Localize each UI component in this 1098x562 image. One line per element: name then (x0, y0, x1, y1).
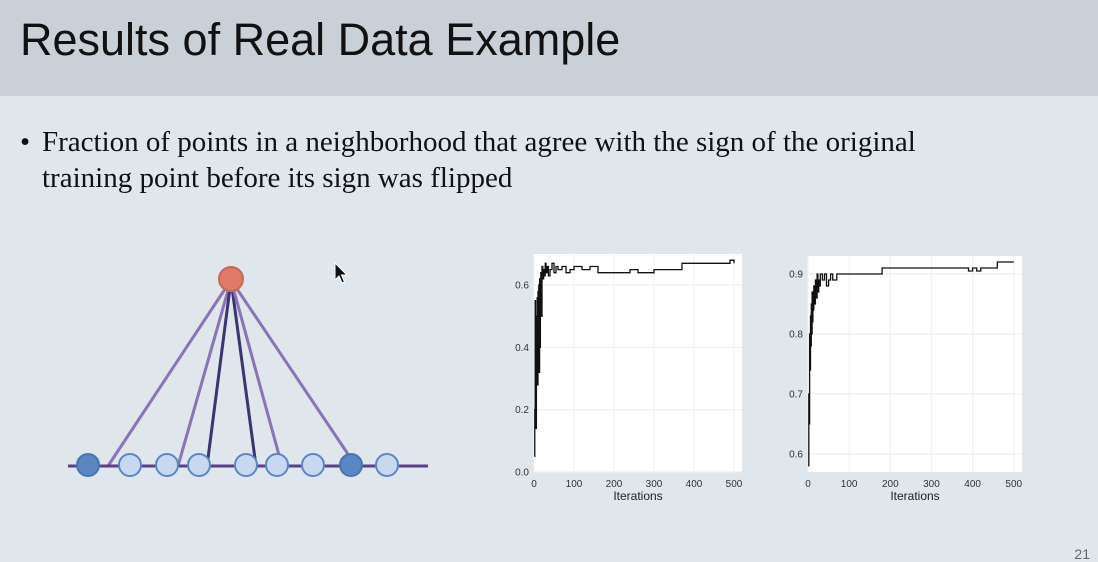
light-node (187, 453, 211, 477)
x-axis-title: Iterations (613, 489, 662, 503)
slide-title: Results of Real Data Example (20, 14, 621, 65)
y-tick-label: 0.6 (515, 281, 529, 292)
light-node (118, 453, 142, 477)
title-band (0, 0, 1098, 96)
x-tick-label: 200 (606, 479, 623, 490)
x-axis-title: Iterations (890, 489, 939, 503)
connector-line (205, 279, 233, 467)
x-tick-label: 0 (805, 479, 811, 490)
light-node (265, 453, 289, 477)
x-tick-label: 500 (726, 479, 743, 490)
line-chart-2: 0.6 0.7 0.8 0.9 0 100 200 300 400 500 Iterations (789, 256, 1023, 503)
y-tick-label: 0.2 (515, 405, 529, 416)
training-point-node (218, 266, 244, 292)
x-tick-label: 200 (882, 479, 899, 490)
y-tick-label: 0.9 (789, 270, 803, 281)
x-tick-label: 100 (841, 479, 858, 490)
series-line (808, 261, 1014, 467)
light-node (375, 453, 399, 477)
y-tick-label: 0.7 (789, 390, 803, 401)
x-tick-label: 100 (566, 479, 583, 490)
dark-node (76, 453, 100, 477)
plot-panel (808, 256, 1022, 472)
light-node (155, 453, 179, 477)
connector-line (229, 279, 358, 467)
neighbor-points (76, 453, 399, 477)
dark-node (339, 453, 363, 477)
bullet-line-2: training point before its sign was flipp… (42, 162, 513, 194)
connector-line (106, 279, 233, 467)
bullet-icon: • (20, 126, 31, 158)
x-tick-label: 300 (646, 479, 663, 490)
light-node (234, 453, 258, 477)
plot-panel (534, 254, 742, 472)
series-line (534, 259, 735, 458)
bullet-text: Fraction of points in a neighborhood tha… (42, 124, 1072, 196)
connector-line (229, 279, 258, 467)
y-tick-label: 0.8 (789, 330, 803, 341)
connector-line (229, 279, 284, 467)
y-tick-label: 0.6 (789, 450, 803, 461)
x-tick-label: 400 (686, 479, 703, 490)
y-tick-label: 0.0 (515, 468, 529, 479)
purple-connector-lines (106, 279, 358, 467)
page-number: 21 (1074, 546, 1090, 562)
x-tick-label: 0 (531, 479, 537, 490)
x-tick-label: 500 (1005, 479, 1022, 490)
x-tick-label: 300 (923, 479, 940, 490)
light-node (301, 453, 325, 477)
bullet-line-1: Fraction of points in a neighborhood tha… (42, 126, 916, 158)
x-tick-label: 400 (964, 479, 981, 490)
line-chart-1: 0.0 0.2 0.4 0.6 0 100 200 300 400 500 Iterations (515, 254, 743, 503)
mouse-cursor-icon (334, 261, 349, 284)
connector-line (176, 279, 233, 467)
y-tick-label: 0.4 (515, 343, 529, 354)
